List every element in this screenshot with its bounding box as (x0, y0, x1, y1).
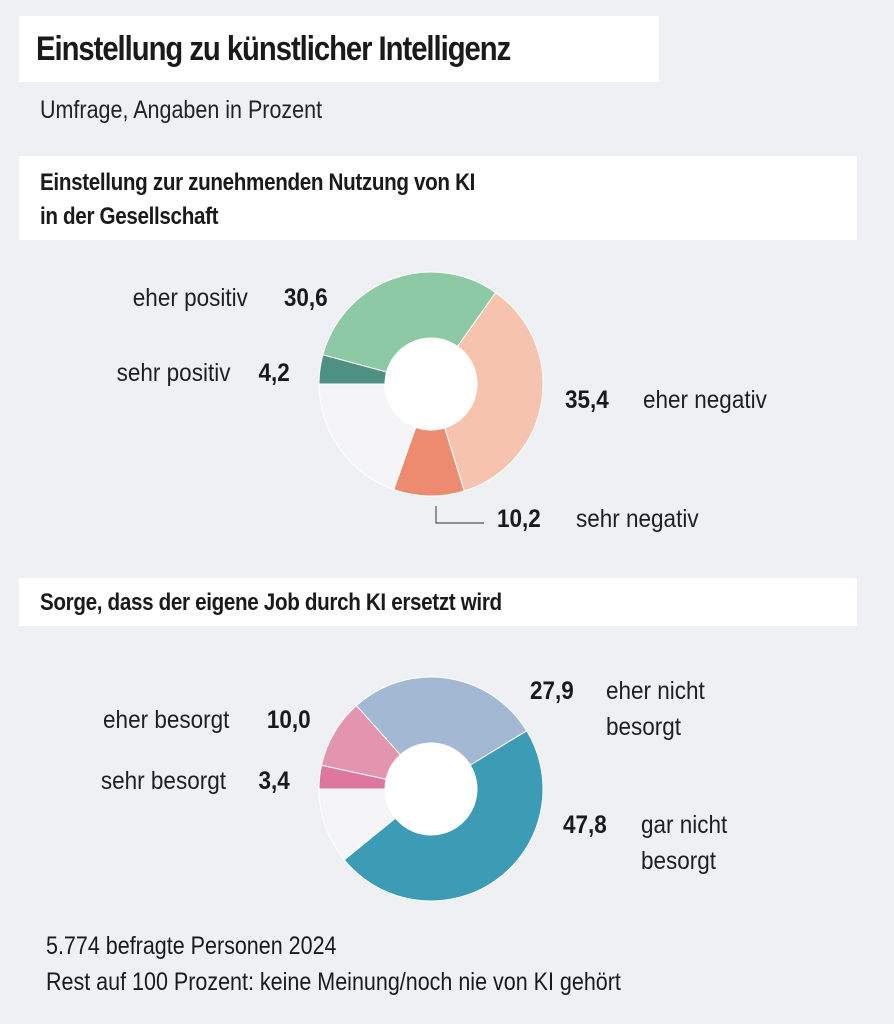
label-eher-nicht-besorgt-line1: eher nicht (606, 677, 705, 705)
donut-slice-eher-negativ (444, 291, 544, 492)
donut-1 (318, 271, 544, 497)
value-eher-nicht-besorgt: 27,9 (530, 677, 574, 705)
section-2-header (19, 578, 857, 626)
section-1-title-line1: Einstellung zur zunehmenden Nutzung von … (40, 169, 476, 196)
value-sehr-negativ: 10,2 (497, 505, 541, 533)
value-eher-negativ: 35,4 (565, 386, 609, 414)
value-eher-positiv: 30,6 (284, 284, 328, 312)
title-box (19, 16, 659, 82)
value-sehr-positiv: 4,2 (258, 359, 290, 387)
leader-line-sehr-negativ (435, 506, 484, 524)
label-gar-nicht-besorgt-line2: besorgt (641, 847, 717, 875)
footnote-sample: 5.774 befragte Personen 2024 (46, 932, 337, 960)
donut-hole (385, 338, 477, 430)
label-sehr-negativ: sehr negativ (576, 505, 699, 533)
value-eher-besorgt: 10,0 (267, 706, 311, 734)
label-eher-nicht-besorgt-line2: besorgt (606, 713, 682, 741)
donut-2 (318, 676, 544, 902)
label-sehr-besorgt: sehr besorgt (100, 767, 226, 795)
label-eher-positiv: eher positiv (132, 284, 248, 312)
label-eher-negativ: eher negativ (643, 386, 767, 414)
chart-title: Einstellung zu künstlicher Intelligenz (36, 30, 511, 68)
footnote-rest: Rest auf 100 Prozent: keine Meinung/noch… (46, 968, 621, 996)
label-sehr-positiv: sehr positiv (116, 359, 230, 387)
label-gar-nicht-besorgt-line1: gar nicht (641, 811, 728, 839)
value-sehr-besorgt: 3,4 (258, 767, 290, 795)
section-2-title: Sorge, dass der eigene Job durch KI erse… (40, 589, 502, 616)
value-gar-nicht-besorgt: 47,8 (563, 811, 607, 839)
chart-subtitle: Umfrage, Angaben in Prozent (40, 96, 323, 124)
label-eher-besorgt: eher besorgt (102, 706, 229, 734)
section-1-title-line2: in der Gesellschaft (40, 203, 219, 230)
section-1-header (19, 156, 857, 240)
donut-hole (385, 743, 477, 835)
